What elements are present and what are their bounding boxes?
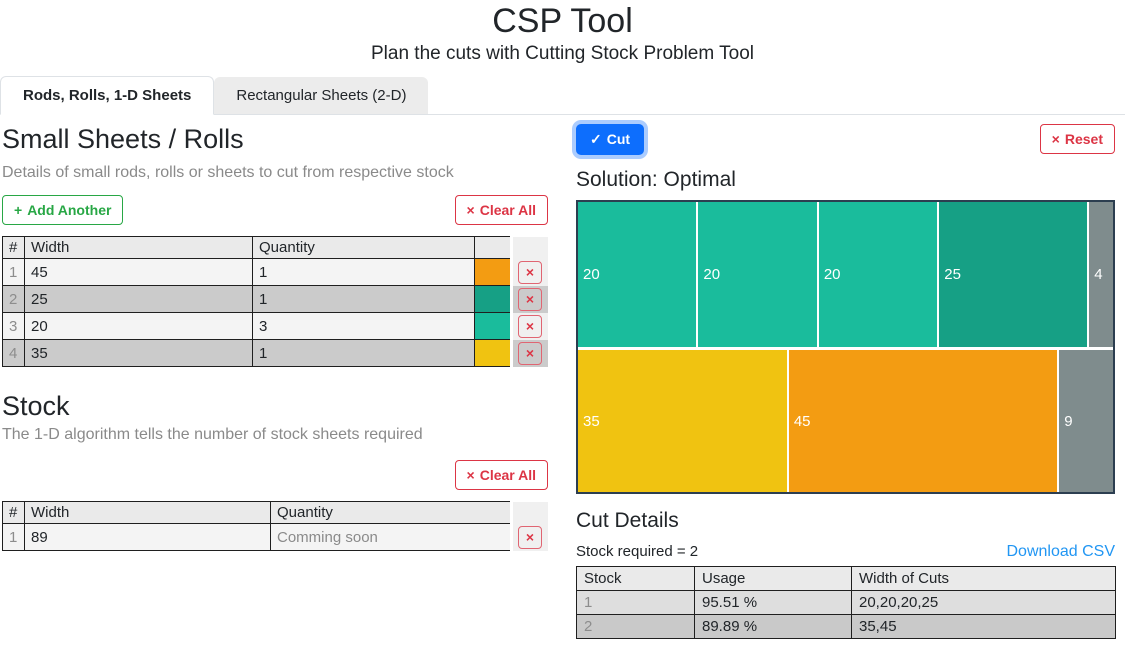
cut-segment: 20 bbox=[696, 202, 817, 348]
close-icon: × bbox=[525, 345, 535, 362]
quantity-cell[interactable]: 1 bbox=[252, 339, 475, 368]
cut-layout-chart: 20 20 20 25 4 35 45 9 bbox=[576, 200, 1115, 495]
page-subtitle: Plan the cuts with Cutting Stock Problem… bbox=[370, 43, 754, 65]
col-stock: Stock bbox=[576, 566, 695, 592]
reset-button[interactable]: × Reset bbox=[1039, 124, 1115, 155]
row-index: 1 bbox=[2, 523, 25, 552]
close-icon: × bbox=[525, 264, 535, 281]
stock-number: 2 bbox=[576, 614, 695, 640]
col-quantity: Quantity bbox=[270, 501, 512, 525]
stock-quantity-cell[interactable]: Comming soon bbox=[270, 523, 512, 552]
close-icon: × bbox=[525, 318, 535, 335]
plus-icon: + bbox=[14, 202, 23, 219]
color-swatch bbox=[474, 312, 512, 341]
width-cell[interactable]: 20 bbox=[24, 312, 253, 341]
stock-title: Stock bbox=[2, 391, 70, 422]
clear-all-small-button[interactable]: × Clear All bbox=[454, 195, 548, 226]
tab-2d-sheets[interactable]: Rectangular Sheets (2-D) bbox=[214, 77, 429, 115]
width-cell[interactable]: 45 bbox=[24, 258, 253, 287]
usage-value: 95.51 % bbox=[694, 590, 852, 616]
page-title: CSP Tool bbox=[492, 2, 633, 40]
waste-segment: 4 bbox=[1087, 202, 1113, 348]
stock-table: # Width Quantity 1 89 Comming soon × bbox=[2, 501, 548, 552]
small-sheets-table: # Width Quantity 1 45 1 × 2 25 bbox=[2, 236, 548, 368]
table-row: 2 25 1 × bbox=[2, 285, 548, 314]
cut-segment: 20 bbox=[578, 202, 697, 348]
cut-segment: 45 bbox=[786, 350, 1058, 493]
table-row: 4 35 1 × bbox=[2, 339, 548, 368]
close-icon: × bbox=[1051, 131, 1060, 148]
col-delete bbox=[510, 236, 548, 259]
row-index: 2 bbox=[2, 285, 25, 314]
delete-row-button[interactable]: × bbox=[518, 525, 542, 549]
stock-description: The 1-D algorithm tells the number of st… bbox=[2, 426, 423, 444]
delete-row-button[interactable]: × bbox=[518, 314, 542, 338]
col-width: Width bbox=[24, 236, 253, 260]
download-csv-link[interactable]: Download CSV bbox=[1006, 543, 1116, 561]
col-width-of-cuts: Width of Cuts bbox=[851, 566, 1116, 592]
stock-bar-1: 20 20 20 25 4 bbox=[578, 202, 1113, 348]
tab-bar: Rods, Rolls, 1-D Sheets Rectangular Shee… bbox=[0, 74, 1125, 116]
close-icon: × bbox=[466, 202, 475, 219]
table-row: 2 89.89 % 35,45 bbox=[576, 614, 1116, 640]
col-index: # bbox=[2, 501, 25, 525]
width-cell[interactable]: 25 bbox=[24, 285, 253, 314]
add-another-button[interactable]: + Add Another bbox=[2, 195, 124, 226]
table-row: 1 89 Comming soon × bbox=[2, 523, 548, 552]
cut-segment: 25 bbox=[937, 202, 1088, 348]
table-header-row: # Width Quantity bbox=[2, 501, 548, 525]
width-cell[interactable]: 35 bbox=[24, 339, 253, 368]
col-index: # bbox=[2, 236, 25, 260]
col-usage: Usage bbox=[694, 566, 852, 592]
clear-all-stock-button[interactable]: × Clear All bbox=[454, 460, 548, 491]
table-row: 3 20 3 × bbox=[2, 312, 548, 341]
row-index: 1 bbox=[2, 258, 25, 287]
solution-panel: ✓ Cut × Reset Solution: Optimal 20 20 20 25 4 … bbox=[576, 121, 1116, 640]
cut-segment: 35 bbox=[578, 350, 787, 493]
waste-segment: 9 bbox=[1057, 350, 1113, 493]
input-panel: Small Sheets / Rolls Details of small ro… bbox=[2, 121, 548, 639]
color-swatch bbox=[474, 285, 512, 314]
small-sheets-description: Details of small rods, rolls or sheets t… bbox=[2, 164, 454, 182]
quantity-cell[interactable]: 1 bbox=[252, 258, 475, 287]
cut-segment: 20 bbox=[816, 202, 938, 348]
usage-value: 89.89 % bbox=[694, 614, 852, 640]
stock-width-cell[interactable]: 89 bbox=[24, 523, 271, 552]
col-delete bbox=[510, 501, 548, 524]
quantity-cell[interactable]: 3 bbox=[252, 312, 475, 341]
check-icon: ✓ bbox=[590, 131, 602, 148]
tab-1d-sheets[interactable]: Rods, Rolls, 1-D Sheets bbox=[0, 76, 215, 116]
row-index: 3 bbox=[2, 312, 25, 341]
color-swatch bbox=[474, 258, 512, 287]
cuts-value: 35,45 bbox=[851, 614, 1116, 640]
delete-row-button[interactable]: × bbox=[518, 260, 542, 284]
cut-details-title: Cut Details bbox=[576, 509, 679, 533]
col-width: Width bbox=[24, 501, 271, 525]
quantity-cell[interactable]: 1 bbox=[252, 285, 475, 314]
cut-details-table: Stock Usage Width of Cuts 1 95.51 % 20,2… bbox=[576, 566, 1116, 640]
table-header-row: # Width Quantity bbox=[2, 236, 548, 260]
close-icon: × bbox=[525, 529, 535, 546]
cuts-value: 20,20,20,25 bbox=[851, 590, 1116, 616]
stock-required-text: Stock required = 2 bbox=[576, 543, 699, 561]
small-sheets-title: Small Sheets / Rolls bbox=[2, 124, 244, 155]
cut-button[interactable]: ✓ Cut bbox=[576, 124, 645, 156]
close-icon: × bbox=[466, 467, 475, 484]
col-quantity: Quantity bbox=[252, 236, 475, 260]
stock-number: 1 bbox=[576, 590, 695, 616]
close-icon: × bbox=[525, 291, 535, 308]
delete-row-button[interactable]: × bbox=[518, 287, 542, 311]
solution-title: Solution: Optimal bbox=[576, 168, 736, 192]
col-color bbox=[474, 236, 512, 260]
stock-bar-2: 35 45 9 bbox=[578, 347, 1113, 493]
table-header-row: Stock Usage Width of Cuts bbox=[576, 566, 1116, 592]
table-row: 1 45 1 × bbox=[2, 258, 548, 287]
delete-row-button[interactable]: × bbox=[518, 341, 542, 365]
color-swatch bbox=[474, 339, 512, 368]
row-index: 4 bbox=[2, 339, 25, 368]
page-header: CSP Tool Plan the cuts with Cutting Stoc… bbox=[0, 0, 1125, 65]
table-row: 1 95.51 % 20,20,20,25 bbox=[576, 590, 1116, 616]
